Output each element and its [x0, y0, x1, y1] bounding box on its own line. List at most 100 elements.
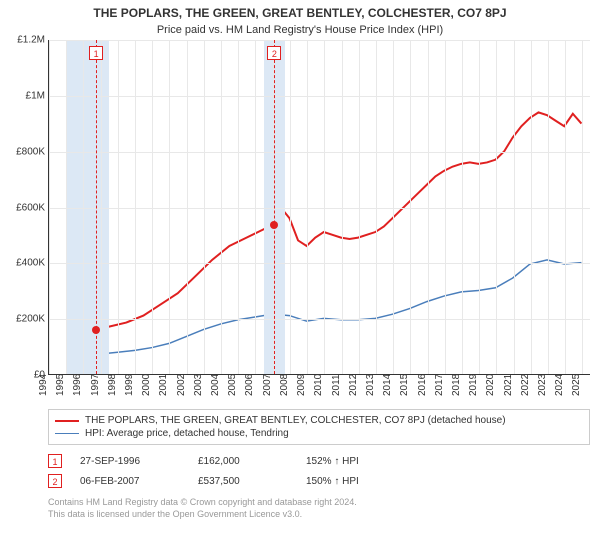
- x-axis-label: 2024: [554, 374, 565, 396]
- marker-dot: [270, 221, 278, 229]
- legend-item: THE POPLARS, THE GREEN, GREAT BENTLEY, C…: [55, 414, 583, 427]
- gridline-vertical: [514, 40, 515, 374]
- x-axis-label: 2014: [382, 374, 393, 396]
- gridline-vertical: [255, 40, 256, 374]
- x-axis-label: 2003: [193, 374, 204, 396]
- marker-dot: [92, 326, 100, 334]
- gridline-vertical: [531, 40, 532, 374]
- gridline-vertical: [290, 40, 291, 374]
- x-axis-label: 2001: [158, 374, 169, 396]
- gridline-horizontal: [49, 152, 590, 153]
- footnote-line: Contains HM Land Registry data © Crown c…: [48, 497, 590, 509]
- gridline-vertical: [582, 40, 583, 374]
- footnote-line: This data is licensed under the Open Gov…: [48, 509, 590, 521]
- x-axis-label: 2009: [296, 374, 307, 396]
- gridline-vertical: [548, 40, 549, 374]
- gridline-vertical: [83, 40, 84, 374]
- legend-swatch: [55, 420, 79, 422]
- x-axis-label: 2015: [399, 374, 410, 396]
- x-axis-label: 1996: [72, 374, 83, 396]
- x-axis-label: 1997: [90, 374, 101, 396]
- chart-container: THE POPLARS, THE GREEN, GREAT BENTLEY, C…: [0, 0, 600, 560]
- event-table: 127-SEP-1996£162,000152% ↑ HPI206-FEB-20…: [48, 451, 590, 491]
- gridline-vertical: [565, 40, 566, 374]
- x-axis-label: 2006: [244, 374, 255, 396]
- x-axis-label: 2008: [279, 374, 290, 396]
- gridline-vertical: [307, 40, 308, 374]
- gridline-vertical: [152, 40, 153, 374]
- x-axis-label: 2007: [262, 374, 273, 396]
- event-hpi: 152% ↑ HPI: [306, 456, 359, 467]
- x-axis-label: 2005: [227, 374, 238, 396]
- gridline-vertical: [101, 40, 102, 374]
- x-axis-label: 2021: [503, 374, 514, 396]
- gridline-horizontal: [49, 40, 590, 41]
- x-axis-label: 2004: [210, 374, 221, 396]
- gridline-vertical: [49, 40, 50, 374]
- y-axis-label: £800K: [1, 146, 45, 157]
- gridline-vertical: [187, 40, 188, 374]
- legend-item: HPI: Average price, detached house, Tend…: [55, 427, 583, 440]
- gridline-vertical: [221, 40, 222, 374]
- legend-label: HPI: Average price, detached house, Tend…: [85, 428, 289, 439]
- gridline-vertical: [479, 40, 480, 374]
- y-axis-label: £400K: [1, 258, 45, 269]
- x-axis-label: 2012: [348, 374, 359, 396]
- x-axis-label: 2011: [331, 374, 342, 396]
- marker-label: 2: [267, 46, 281, 60]
- x-axis-label: 2025: [571, 374, 582, 396]
- gridline-vertical: [445, 40, 446, 374]
- event-price: 06-FEB-2007: [80, 476, 180, 487]
- gridline-horizontal: [49, 263, 590, 264]
- gridline-vertical: [238, 40, 239, 374]
- gridline-vertical: [410, 40, 411, 374]
- gridline-vertical: [66, 40, 67, 374]
- gridline-vertical: [376, 40, 377, 374]
- x-axis-label: 2000: [141, 374, 152, 396]
- x-axis-label: 2017: [434, 374, 445, 396]
- gridline-vertical: [428, 40, 429, 374]
- gridline-horizontal: [49, 319, 590, 320]
- marker-line: [96, 40, 97, 374]
- x-axis-label: 2022: [520, 374, 531, 396]
- x-axis-label: 2010: [313, 374, 324, 396]
- event-row: 206-FEB-2007£537,500150% ↑ HPI: [48, 471, 590, 491]
- event-row: 127-SEP-1996£162,000152% ↑ HPI: [48, 451, 590, 471]
- gridline-horizontal: [49, 208, 590, 209]
- x-axis-label: 2002: [176, 374, 187, 396]
- x-axis-label: 2020: [485, 374, 496, 396]
- gridline-vertical: [359, 40, 360, 374]
- x-axis-label: 2023: [537, 374, 548, 396]
- gridline-vertical: [118, 40, 119, 374]
- footnote: Contains HM Land Registry data © Crown c…: [48, 497, 590, 520]
- x-axis-label: 2016: [417, 374, 428, 396]
- x-axis-label: 2013: [365, 374, 376, 396]
- gridline-vertical: [204, 40, 205, 374]
- chart-title: THE POPLARS, THE GREEN, GREAT BENTLEY, C…: [0, 0, 600, 20]
- y-axis-label: £1M: [1, 90, 45, 101]
- marker-label: 1: [89, 46, 103, 60]
- y-axis-label: £1.2M: [1, 35, 45, 46]
- x-axis-label: 1995: [55, 374, 66, 396]
- event-number: 1: [48, 454, 62, 468]
- plot-area: £0£200K£400K£600K£800K£1M£1.2M1994199519…: [48, 40, 590, 375]
- legend-label: THE POPLARS, THE GREEN, GREAT BENTLEY, C…: [85, 415, 506, 426]
- gridline-vertical: [496, 40, 497, 374]
- gridline-vertical: [169, 40, 170, 374]
- x-axis-label: 2019: [468, 374, 479, 396]
- gridline-vertical: [135, 40, 136, 374]
- gridline-vertical: [324, 40, 325, 374]
- x-axis-label: 1994: [38, 374, 49, 396]
- chart-subtitle: Price paid vs. HM Land Registry's House …: [0, 20, 600, 40]
- y-axis-label: £200K: [1, 314, 45, 325]
- gridline-vertical: [342, 40, 343, 374]
- event-hpi: 150% ↑ HPI: [306, 476, 359, 487]
- marker-line: [274, 40, 275, 374]
- event-price: 27-SEP-1996: [80, 456, 180, 467]
- x-axis-label: 1998: [107, 374, 118, 396]
- event-number: 2: [48, 474, 62, 488]
- legend-swatch: [55, 433, 79, 434]
- legend: THE POPLARS, THE GREEN, GREAT BENTLEY, C…: [48, 409, 590, 445]
- x-axis-label: 2018: [451, 374, 462, 396]
- gridline-vertical: [462, 40, 463, 374]
